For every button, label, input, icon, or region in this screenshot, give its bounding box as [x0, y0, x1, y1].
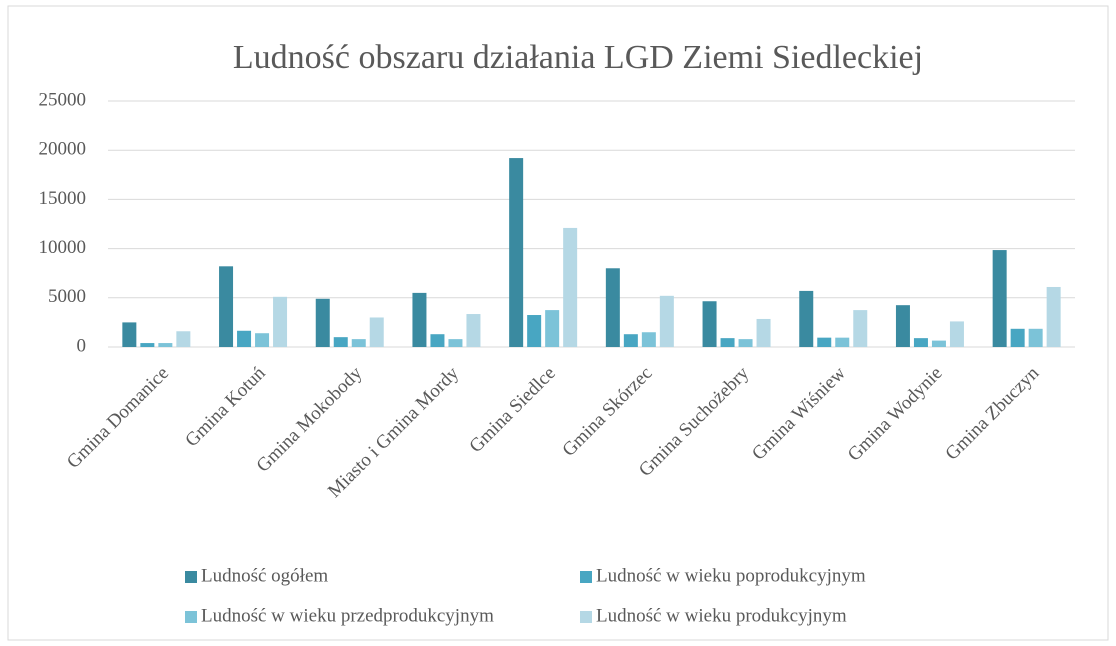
y-tick-label: 20000: [39, 139, 87, 160]
bar: [720, 338, 735, 347]
chart-title: Ludność obszaru działania LGD Ziemi Sied…: [233, 39, 923, 76]
bar: [122, 322, 137, 347]
bar: [799, 290, 814, 347]
bar: [466, 314, 481, 347]
bar: [756, 318, 771, 347]
bar: [817, 337, 832, 347]
legend-label: Ludność w wieku poprodukcyjnym: [596, 565, 866, 586]
y-tick-label: 5000: [48, 286, 86, 307]
bar: [527, 315, 542, 347]
bar: [1028, 328, 1043, 347]
bar: [448, 339, 463, 347]
legend-swatch: [580, 611, 592, 623]
bar: [351, 339, 366, 347]
bar: [333, 337, 348, 347]
bar: [931, 340, 946, 347]
bar: [605, 268, 620, 347]
bar: [412, 292, 427, 347]
bar: [623, 334, 638, 347]
legend-label: Ludność w wieku produkcyjnym: [596, 605, 847, 626]
bar: [140, 343, 155, 347]
bar: [369, 317, 384, 347]
bar: [430, 334, 445, 347]
bar: [219, 266, 234, 347]
bar: [315, 298, 330, 347]
bar: [702, 301, 717, 347]
bar: [176, 331, 191, 347]
bar: [641, 332, 656, 347]
bar: [913, 338, 928, 347]
bar: [563, 227, 578, 347]
bar: [1010, 328, 1025, 347]
bar: [509, 158, 524, 347]
legend-swatch: [185, 611, 197, 623]
bar: [835, 337, 850, 347]
y-tick-label: 25000: [39, 89, 87, 110]
bar: [237, 330, 252, 347]
y-tick-label: 10000: [39, 237, 87, 258]
bar: [853, 310, 868, 347]
bar: [255, 333, 270, 347]
legend-label: Ludność ogółem: [201, 565, 328, 586]
bar: [949, 321, 964, 347]
bar: [659, 295, 674, 347]
legend-label: Ludność w wieku przedprodukcyjnym: [201, 605, 494, 626]
bar: [158, 343, 173, 347]
bar: [738, 339, 753, 347]
y-tick-label: 0: [77, 335, 87, 356]
bar: [273, 296, 288, 347]
legend-swatch: [185, 571, 197, 583]
bar: [895, 305, 910, 347]
bar: [992, 250, 1007, 347]
bar: [1046, 286, 1061, 347]
y-tick-label: 15000: [39, 188, 87, 209]
bar: [545, 310, 560, 347]
legend-swatch: [580, 571, 592, 583]
